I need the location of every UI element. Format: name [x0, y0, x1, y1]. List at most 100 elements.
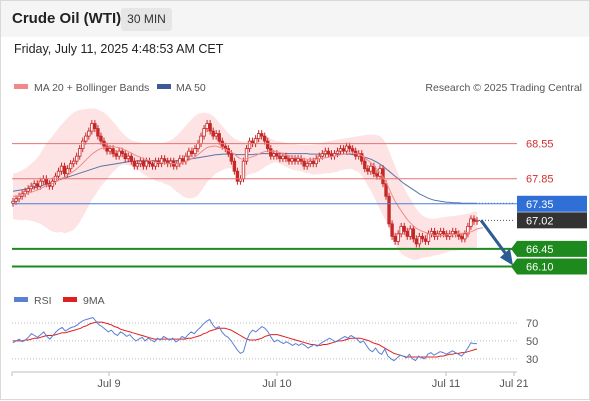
- candle-body: [326, 150, 331, 155]
- level-resistance: 68.55: [12, 139, 554, 151]
- rsi-tick-label: 50: [526, 336, 538, 348]
- candle: [87, 127, 91, 140]
- candle: [123, 150, 127, 163]
- candle-body: [78, 148, 82, 157]
- candle-body: [35, 183, 39, 187]
- candle-body: [123, 153, 127, 160]
- candle: [408, 225, 412, 240]
- candle-body: [199, 135, 203, 145]
- candle-body: [387, 195, 391, 225]
- rsi-legend: RSI 9MA: [14, 295, 105, 307]
- instrument-title: Crude Oil (WTI): [12, 10, 122, 27]
- candle: [96, 125, 100, 140]
- rsi-panel: 70 50 30: [12, 317, 538, 366]
- candle: [247, 137, 252, 153]
- timeframe-button[interactable]: 30 MIN: [121, 8, 172, 31]
- time-tick-label: Jul 10: [262, 378, 291, 390]
- candle: [363, 157, 367, 173]
- candle-body: [341, 148, 346, 152]
- candle-body: [454, 230, 458, 235]
- forecast-arrow-head: [500, 248, 513, 266]
- candle-body: [56, 170, 61, 177]
- candle-body: [278, 155, 282, 160]
- candle-body: [432, 230, 437, 237]
- candle-body: [266, 140, 270, 150]
- candle: [256, 130, 261, 143]
- candle-body: [90, 123, 94, 132]
- candle: [423, 235, 428, 245]
- candle-body: [111, 148, 115, 155]
- candle: [153, 157, 158, 170]
- candle-body: [150, 163, 155, 167]
- candle-body: [335, 150, 340, 155]
- candle: [463, 230, 467, 243]
- candle-body: [68, 163, 73, 170]
- candle: [405, 227, 409, 240]
- candle-body: [314, 158, 318, 165]
- candle-body: [396, 233, 400, 242]
- candle-body: [323, 150, 328, 155]
- candle-body: [202, 128, 206, 137]
- candle: [99, 132, 103, 145]
- candle: [78, 145, 82, 160]
- candle-body: [65, 168, 70, 175]
- candle-body: [263, 135, 267, 142]
- candle-body: [184, 155, 188, 162]
- candle-body: [256, 133, 261, 140]
- candle: [71, 157, 76, 168]
- candle-body: [381, 168, 385, 185]
- resistance-label: 68.55: [526, 139, 554, 151]
- candle-body: [438, 230, 443, 235]
- candle-body: [44, 178, 49, 185]
- candle: [211, 127, 215, 140]
- candle-body: [23, 190, 27, 195]
- candle: [344, 142, 349, 155]
- support-label: 66.10: [526, 261, 554, 273]
- forecast-arrow: [479, 219, 513, 266]
- candle: [120, 147, 124, 158]
- candle-body: [344, 145, 349, 152]
- rsi-ma9-line: [13, 321, 478, 358]
- price-plot: [11, 108, 515, 260]
- candle: [475, 216, 479, 225]
- candle-body: [441, 230, 446, 235]
- rsi-legend-label: RSI: [34, 295, 52, 307]
- candle-body: [108, 148, 112, 152]
- candle: [287, 155, 291, 165]
- candle: [466, 222, 470, 238]
- candle-body: [196, 143, 200, 150]
- candle-body: [117, 150, 121, 157]
- candle-body: [269, 148, 273, 157]
- candle-body: [114, 153, 118, 157]
- candle-body: [193, 148, 197, 155]
- candle-body: [414, 238, 419, 245]
- candle: [205, 120, 209, 133]
- candle: [35, 180, 39, 190]
- time-tick-label: Jul 11: [432, 378, 461, 390]
- candle-body: [153, 160, 158, 167]
- candle: [305, 160, 309, 170]
- candle-body: [29, 185, 33, 190]
- candle-body: [296, 158, 300, 162]
- candle: [360, 150, 364, 165]
- candle: [74, 152, 79, 165]
- candle-body: [217, 133, 221, 142]
- candle-body: [369, 165, 373, 172]
- candle: [202, 125, 206, 140]
- candle-body: [120, 150, 124, 155]
- candle-body: [320, 153, 325, 157]
- candle-body: [350, 148, 355, 152]
- rsi-legend-swatch: [14, 297, 28, 302]
- candle-body: [375, 173, 379, 177]
- ma9-legend-label: 9MA: [83, 295, 105, 307]
- candle-body: [229, 153, 234, 162]
- rsi-tick-label: 30: [526, 354, 538, 366]
- candle-body: [135, 163, 140, 167]
- candle: [460, 232, 464, 243]
- main-legend: MA 20 + Bollinger Bands MA 50 Research ©…: [14, 82, 582, 94]
- candle-body: [126, 155, 130, 160]
- candle: [232, 157, 237, 175]
- last-price-label: 67.02: [526, 215, 554, 227]
- candle-body: [205, 123, 209, 129]
